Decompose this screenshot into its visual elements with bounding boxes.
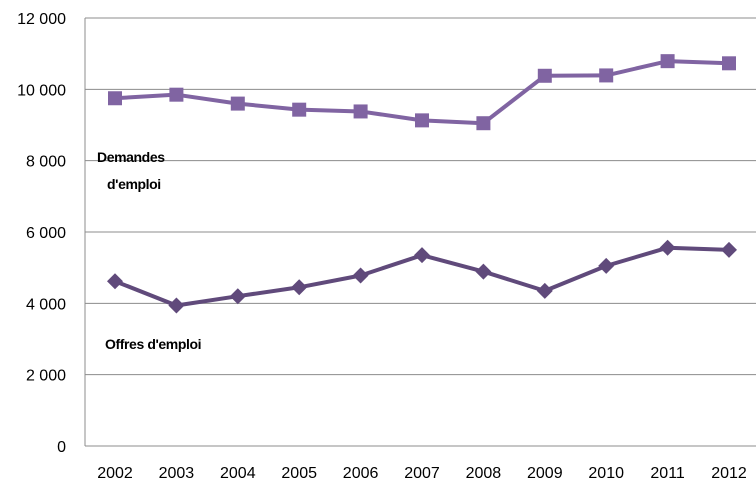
diamond-marker — [659, 239, 676, 256]
y-tick-label: 10 000 — [17, 82, 66, 99]
diamond-marker — [168, 297, 185, 314]
x-tick-label: 2002 — [97, 465, 133, 482]
y-tick-label: 12 000 — [17, 11, 66, 28]
x-tick-label: 2008 — [466, 465, 502, 482]
y-tick-label: 2 000 — [26, 368, 66, 385]
data-series — [107, 54, 737, 314]
y-tick-labels: 0 2 000 4 000 6 000 8 000 10 000 12 000 — [17, 11, 66, 456]
axes — [84, 18, 756, 447]
x-tick-labels: 2002 2003 2004 2005 2006 2007 2008 2009 2010 2011… — [97, 465, 747, 482]
x-tick-label: 2012 — [711, 465, 747, 482]
gridlines — [85, 17, 756, 376]
x-tick-label: 2010 — [588, 465, 624, 482]
square-marker — [537, 68, 552, 83]
diamond-marker — [107, 273, 123, 290]
y-tick-label: 6 000 — [26, 225, 66, 242]
square-marker — [169, 87, 184, 102]
diamond-marker — [414, 247, 430, 264]
square-marker — [292, 102, 307, 117]
series-label-offres: Offres d'emploi — [105, 336, 201, 352]
diamond-marker — [598, 257, 615, 274]
square-marker — [722, 56, 736, 71]
square-marker — [660, 54, 675, 69]
x-tick-label: 2006 — [343, 465, 379, 482]
x-tick-label: 2011 — [650, 465, 685, 482]
square-marker — [476, 116, 491, 131]
series-1 — [107, 239, 737, 314]
diamond-marker — [291, 279, 308, 296]
square-marker — [353, 104, 368, 119]
x-tick-label: 2009 — [527, 465, 563, 482]
y-tick-label: 4 000 — [26, 296, 66, 313]
square-marker — [230, 96, 245, 111]
series-label-demandes-line1: Demandes — [97, 149, 165, 165]
square-marker — [108, 91, 122, 106]
diamond-marker — [229, 288, 246, 305]
y-tick-label: 0 — [57, 439, 66, 456]
diamond-marker — [352, 267, 369, 284]
diamond-marker — [536, 282, 553, 299]
diamond-marker — [721, 241, 737, 258]
series-label-demandes-line2: d'emploi — [107, 176, 161, 192]
x-tick-label: 2007 — [404, 465, 440, 482]
y-tick-label: 8 000 — [26, 154, 66, 171]
series-0 — [108, 54, 736, 131]
x-tick-label: 2004 — [220, 465, 256, 482]
diamond-marker — [475, 263, 492, 280]
x-tick-label: 2005 — [281, 465, 317, 482]
square-marker — [415, 113, 429, 128]
x-tick-label: 2003 — [159, 465, 195, 482]
square-marker — [599, 68, 614, 83]
